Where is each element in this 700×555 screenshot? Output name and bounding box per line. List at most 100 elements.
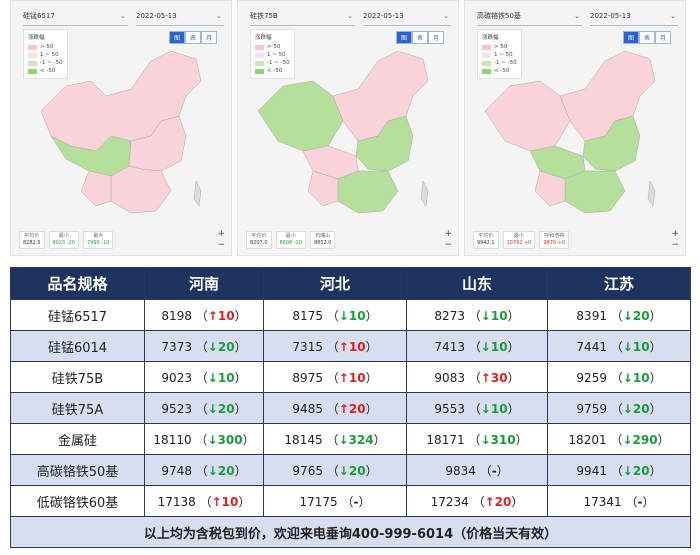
stat-label: 最小 bbox=[58, 233, 69, 239]
table-view-button[interactable]: 表 bbox=[639, 31, 655, 44]
table-view-button[interactable]: 表 bbox=[185, 31, 201, 44]
price-cell: 8198 （↑10） bbox=[144, 299, 264, 331]
month-view-button[interactable]: 月 bbox=[655, 31, 671, 44]
price-value: 9523 bbox=[161, 401, 192, 416]
arrow-down-icon: ↓ bbox=[207, 401, 218, 416]
stat-value: 10792 +0 bbox=[506, 240, 532, 246]
legend-label: 1 ~ 50 bbox=[267, 52, 286, 58]
date-select[interactable]: 2022-05-13 ⌄ bbox=[136, 7, 224, 26]
table-view-button[interactable]: 表 bbox=[412, 31, 428, 44]
legend-title: 涨跌幅 bbox=[28, 35, 45, 41]
price-note: 以上均为含税包到价，欢迎来电垂询400-999-6014（价格当天有效） bbox=[10, 516, 691, 548]
price-change: 10 bbox=[348, 370, 366, 385]
price-change: 10 bbox=[348, 339, 366, 354]
legend-label: 1 ~ 50 bbox=[494, 52, 513, 58]
map-view-button[interactable]: 图 bbox=[396, 31, 412, 44]
chevron-down-icon: ⌄ bbox=[120, 12, 126, 20]
zoom-out-icon[interactable]: − bbox=[444, 240, 452, 250]
price-cell: 7315 （↑10） bbox=[263, 330, 407, 362]
arrow-down-icon: ↓ bbox=[480, 432, 491, 447]
stat-label: 最小 bbox=[285, 233, 296, 239]
stat-box: 平均价 8207.0 bbox=[246, 231, 272, 249]
price-value: 18110 bbox=[153, 432, 192, 447]
zoom-controls: + − bbox=[671, 229, 679, 251]
price-change: 10 bbox=[490, 339, 508, 354]
legend-item: > 50 bbox=[482, 43, 517, 51]
legend-label: 1 ~ 50 bbox=[40, 52, 59, 58]
legend-label: > 50 bbox=[267, 44, 281, 50]
arrow-down-icon: ↓ bbox=[480, 339, 491, 354]
arrow-down-icon: ↓ bbox=[622, 308, 633, 323]
zoom-in-icon[interactable]: + bbox=[671, 229, 679, 239]
month-view-button[interactable]: 月 bbox=[428, 31, 444, 44]
stat-value: 9942.1 bbox=[477, 240, 495, 246]
table-row: 高碳铬铁50基 9748 （↓20） 9765 （↓20） 9834 （-） 9941 … bbox=[10, 454, 691, 486]
price-cell: 8975 （↑10） bbox=[263, 361, 407, 393]
stat-value: 9870 +0 bbox=[543, 240, 566, 246]
stat-label: 最大 bbox=[93, 233, 104, 239]
legend-item: > 50 bbox=[255, 43, 290, 51]
zoom-in-icon[interactable]: + bbox=[217, 229, 225, 239]
product-select[interactable]: 高碳铬铁50基 ⌄ bbox=[477, 7, 582, 26]
view-toggle: 图 表 月 bbox=[396, 31, 444, 44]
price-value: 17138 bbox=[157, 494, 196, 509]
legend-title: 涨跌幅 bbox=[255, 35, 272, 41]
price-change: 10 bbox=[632, 339, 650, 354]
zoom-out-icon[interactable]: − bbox=[217, 240, 225, 250]
price-value: 9759 bbox=[576, 401, 607, 416]
stat-box: 石嘴山 8852.0 bbox=[309, 231, 336, 249]
price-change: 324 bbox=[348, 432, 374, 447]
product-name-cell: 硅锰6517 bbox=[10, 299, 145, 331]
table-row: 硅铁75A 9523 （↓20） 9485 （↑20） 9553 （↓10） 9759 … bbox=[10, 392, 691, 424]
price-table: 品名规格 河南 河北 山东 江苏 硅锰6517 8198 （↑10） 8175 （↓… bbox=[10, 267, 691, 548]
zoom-in-icon[interactable]: + bbox=[444, 229, 452, 239]
price-change: 290 bbox=[632, 432, 658, 447]
price-value: 9834 bbox=[445, 463, 476, 478]
view-toggle: 图 表 月 bbox=[169, 31, 217, 44]
arrow-down-icon: ↓ bbox=[622, 463, 633, 478]
zoom-out-icon[interactable]: − bbox=[671, 240, 679, 250]
arrow-down-icon: ↓ bbox=[207, 370, 218, 385]
chevron-down-icon: ⌄ bbox=[574, 12, 580, 20]
stat-box: 最小 8608 -20 bbox=[275, 231, 306, 249]
arrow-up-icon: ↑ bbox=[211, 494, 222, 509]
price-change: 10 bbox=[632, 370, 650, 385]
legend-item: < -50 bbox=[255, 67, 290, 75]
date-select[interactable]: 2022-05-13 ⌄ bbox=[363, 7, 451, 26]
map-view-button[interactable]: 图 bbox=[169, 31, 185, 44]
price-change: 10 bbox=[490, 401, 508, 416]
price-change: - bbox=[353, 494, 359, 509]
price-value: 18201 bbox=[568, 432, 607, 447]
stat-value: 8608 -20 bbox=[279, 240, 302, 246]
china-price-map[interactable] bbox=[465, 41, 686, 231]
price-value: 18145 bbox=[284, 432, 323, 447]
price-value: 8391 bbox=[576, 308, 607, 323]
table-footer-row: 以上均为含税包到价，欢迎来电垂询400-999-6014（价格当天有效） bbox=[10, 516, 691, 548]
price-cell: 7373 （↓20） bbox=[144, 330, 264, 362]
date-select[interactable]: 2022-05-13 ⌄ bbox=[590, 7, 678, 26]
arrow-down-icon: ↓ bbox=[480, 401, 491, 416]
legend-item: 1 ~ 50 bbox=[28, 51, 63, 59]
map-panel-ferrochrome: 高碳铬铁50基 ⌄ 2022-05-13 ⌄ 图 表 月 涨跌幅 > 50 1 ~ … bbox=[464, 0, 686, 256]
china-price-map[interactable] bbox=[11, 41, 232, 231]
price-cell: 18201 （↓290） bbox=[547, 423, 691, 455]
table-header-row: 品名规格 河南 河北 山东 江苏 bbox=[10, 267, 691, 300]
price-cell: 9023 （↓10） bbox=[144, 361, 264, 393]
legend-item: 1 ~ 50 bbox=[255, 51, 290, 59]
stat-box: 最大 7990 -10 bbox=[82, 231, 114, 249]
price-cell: 17175 （-） bbox=[263, 485, 407, 517]
product-name-cell: 硅铁75A bbox=[10, 392, 145, 424]
product-name-cell: 金属硅 bbox=[10, 423, 145, 455]
legend-item: < -50 bbox=[482, 67, 517, 75]
price-cell: 18110 （↓300） bbox=[144, 423, 264, 455]
month-view-button[interactable]: 月 bbox=[201, 31, 217, 44]
product-select[interactable]: 硅铁75B ⌄ bbox=[250, 7, 355, 26]
product-select[interactable]: 硅锰6517 ⌄ bbox=[23, 7, 128, 26]
map-view-button[interactable]: 图 bbox=[623, 31, 639, 44]
arrow-up-icon: ↑ bbox=[484, 494, 495, 509]
stat-box: 最小 10792 +0 bbox=[502, 231, 536, 249]
arrow-down-icon: ↓ bbox=[480, 308, 491, 323]
stat-label: 平均价 bbox=[251, 233, 267, 239]
legend-label: > 50 bbox=[494, 44, 508, 50]
china-price-map[interactable] bbox=[238, 41, 459, 231]
